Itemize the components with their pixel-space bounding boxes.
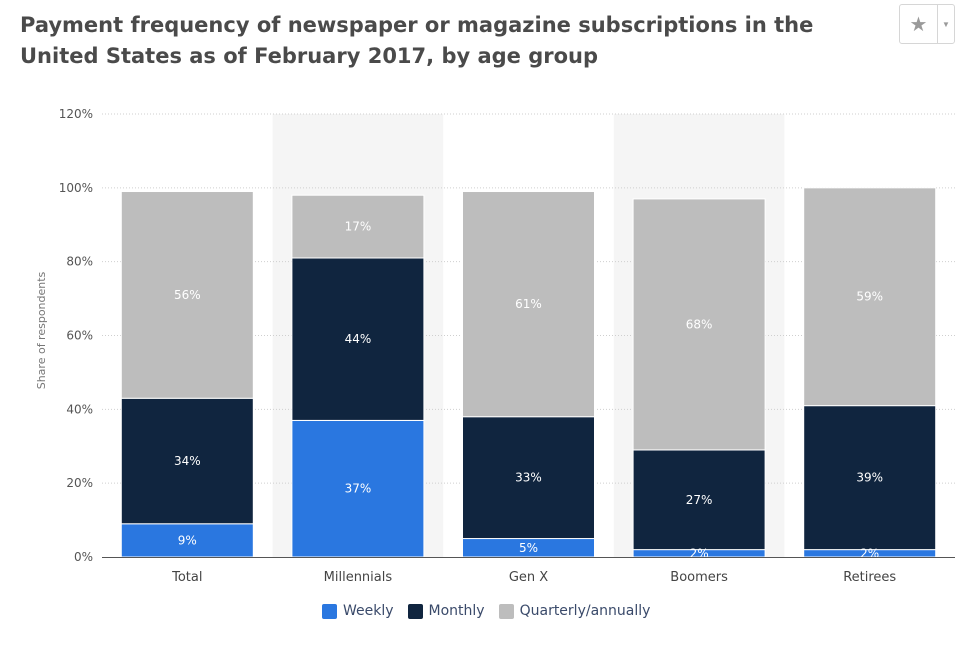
bar-segment-monthly[interactable] — [291, 257, 425, 421]
bar-segment-quarterly-annually[interactable] — [120, 191, 254, 399]
bar-segment-monthly[interactable] — [803, 405, 937, 551]
data-label: 2% — [860, 546, 879, 560]
y-tick-label: 100% — [59, 181, 93, 195]
data-label: 56% — [174, 288, 201, 302]
data-label: 39% — [856, 471, 883, 485]
legend-label: Weekly — [343, 603, 394, 619]
legend-item-monthly[interactable]: Monthly — [407, 603, 485, 619]
y-tick-label: 80% — [66, 255, 93, 269]
data-label: 61% — [515, 297, 542, 311]
data-label: 59% — [856, 290, 883, 304]
legend-item-quarterly-annually[interactable]: Quarterly/annually — [498, 603, 651, 619]
y-axis-label: Share of respondents — [35, 271, 48, 389]
chart-legend: Weekly Monthly Quarterly/annually — [322, 603, 650, 619]
data-label: 17% — [345, 220, 372, 234]
bar-segment-quarterly-annually[interactable] — [803, 187, 937, 407]
bar-segment-quarterly-annually[interactable] — [291, 194, 425, 259]
data-label: 5% — [519, 541, 538, 555]
favorite-button[interactable]: ★ ▼ — [899, 4, 955, 44]
y-tick-label: 20% — [66, 476, 93, 490]
data-label: 2% — [690, 546, 709, 560]
bar-segment-monthly[interactable] — [632, 449, 766, 551]
data-label: 33% — [515, 471, 542, 485]
legend-swatch — [498, 603, 514, 619]
bar-segment-quarterly-annually[interactable] — [462, 191, 595, 418]
caret-down-icon[interactable]: ▼ — [942, 19, 950, 29]
bar-segment-quarterly-annually[interactable] — [632, 198, 766, 451]
y-tick-label: 120% — [59, 107, 93, 121]
legend-swatch — [322, 603, 337, 619]
y-tick-label: 40% — [66, 402, 93, 416]
legend-item-weekly[interactable]: Weekly — [322, 603, 394, 619]
x-tick-label: Total — [171, 570, 202, 585]
legend-label: Monthly — [428, 603, 485, 619]
chart-title: Payment frequency of newspaper or magazi… — [20, 13, 814, 68]
data-label: 34% — [174, 454, 201, 468]
x-tick-label: Retirees — [843, 570, 896, 585]
data-label: 44% — [345, 332, 372, 346]
x-tick-label: Gen X — [509, 570, 548, 585]
data-label: 68% — [686, 317, 713, 331]
y-tick-label: 60% — [66, 329, 93, 343]
data-label: 9% — [178, 533, 197, 547]
legend-label: Quarterly/annually — [519, 603, 651, 619]
bar-segment-monthly[interactable] — [462, 416, 595, 540]
data-label: 37% — [345, 482, 372, 496]
x-tick-label: Boomers — [670, 570, 728, 585]
star-icon[interactable]: ★ — [900, 5, 938, 43]
legend-swatch — [407, 603, 423, 619]
y-tick-label: 0% — [74, 550, 93, 564]
data-label: 27% — [686, 493, 713, 507]
x-tick-label: Millennials — [324, 570, 393, 585]
